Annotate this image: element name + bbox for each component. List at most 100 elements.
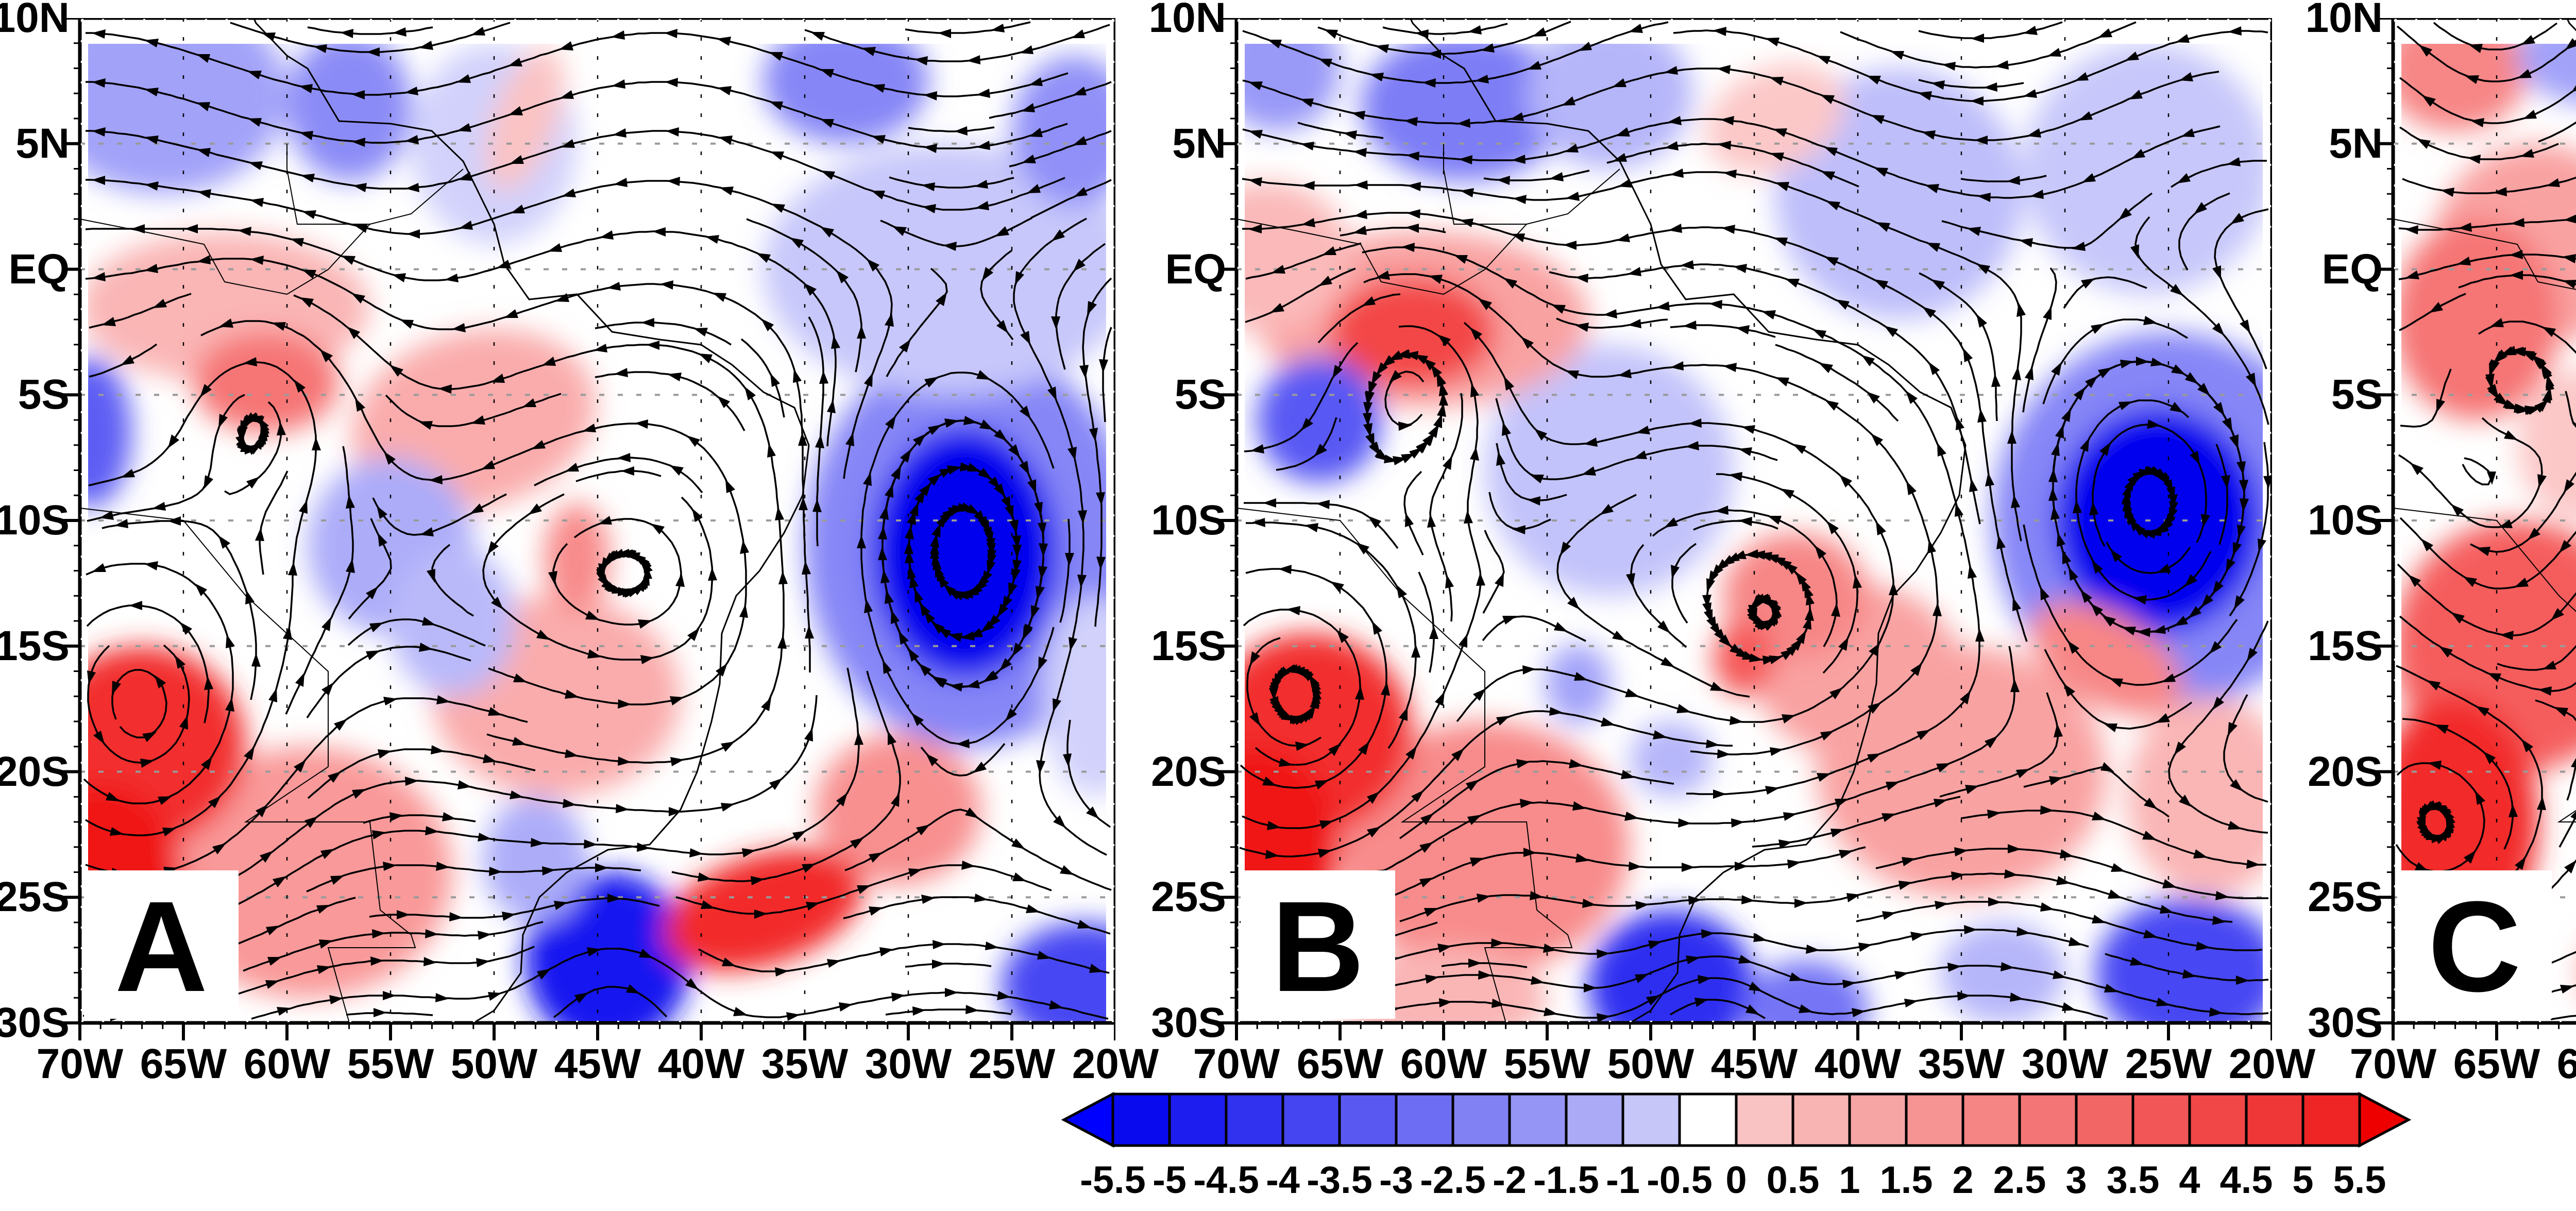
streamline-arrow-icon	[2110, 549, 2122, 562]
streamline-arrow-icon	[1336, 630, 1349, 643]
streamline	[1245, 242, 1362, 280]
streamline-arrow-icon	[892, 226, 907, 236]
streamline-arrow-icon	[497, 260, 511, 268]
streamline-arrow-icon	[2521, 350, 2535, 360]
streamline-arrow-icon	[1053, 698, 1061, 712]
streamline-arrow-icon	[1428, 49, 1441, 59]
streamline-arrow-icon	[1433, 414, 1442, 428]
streamline-arrow-icon	[2234, 595, 2245, 610]
streamline-arrow-icon	[1362, 296, 1376, 306]
streamline-arrow-icon	[2174, 616, 2188, 626]
lon-tick-label: 55W	[347, 1040, 434, 1087]
streamline-arrow-icon	[861, 47, 876, 56]
streamline-arrow-icon	[2082, 173, 2096, 182]
streamline-arrow-icon	[1682, 863, 1695, 872]
streamline-arrow-icon	[452, 323, 466, 332]
streamline	[1403, 470, 1424, 556]
colorbar-tick-label: -2.5	[1420, 1158, 1486, 1201]
streamline-arrow-icon	[427, 569, 435, 583]
streamline-arrow-icon	[982, 570, 992, 584]
streamline-arrow-icon	[666, 127, 679, 137]
streamline-arrow-icon	[777, 635, 787, 649]
streamline-arrow-icon	[1431, 364, 1442, 378]
streamline-arrow-icon	[504, 309, 518, 318]
streamline-arrow-icon	[1566, 192, 1580, 201]
streamline-arrow-icon	[1934, 799, 1947, 808]
streamline-arrow-icon	[476, 958, 490, 967]
streamline-arrow-icon	[687, 628, 700, 641]
streamline-arrow-icon	[1071, 29, 1085, 38]
lat-tick-label: 10N	[2305, 0, 2383, 41]
streamline-arrow-icon	[2233, 542, 2242, 556]
streamline	[243, 921, 544, 972]
streamline-arrow-icon	[2152, 625, 2166, 634]
streamline-arrow-icon	[1871, 433, 1883, 446]
streamline-arrow-icon	[1269, 687, 1278, 701]
streamline-arrow-icon	[669, 807, 682, 816]
streamline	[2462, 457, 2493, 485]
streamline-arrow-icon	[1839, 850, 1853, 859]
colorbar-tick-label: 2	[1952, 1158, 1973, 1201]
streamline-arrow-icon	[775, 967, 789, 977]
streamline-arrow-icon	[1928, 362, 1940, 375]
streamline	[1242, 955, 2269, 1017]
streamline-arrow-icon	[513, 674, 527, 682]
streamline-arrow-icon	[1842, 980, 1856, 988]
streamline-arrow-icon	[595, 863, 608, 872]
streamline-arrow-icon	[488, 707, 502, 716]
streamline	[1840, 21, 2137, 69]
streamline-arrow-icon	[1454, 255, 1468, 264]
streamline	[85, 361, 317, 836]
streamline-arrow-icon	[1067, 447, 1077, 461]
streamline-arrow-icon	[1668, 116, 1682, 125]
streamline-arrow-icon	[328, 771, 341, 783]
streamline-arrow-icon	[1301, 218, 1315, 227]
streamline-arrow-icon	[2408, 575, 2421, 587]
streamline-arrow-icon	[1918, 91, 1932, 100]
streamline-arrow-icon	[268, 688, 277, 702]
streamline-arrow-icon	[2237, 525, 2246, 539]
streamline-arrow-icon	[1012, 545, 1022, 558]
lat-tick-label: EQ	[2321, 245, 2383, 293]
streamline-arrow-icon	[1648, 940, 1662, 949]
streamline-arrow-icon	[372, 929, 385, 938]
streamline-arrow-icon	[372, 830, 386, 839]
streamline-arrow-icon	[1031, 605, 1040, 619]
streamline-arrow-icon	[295, 672, 304, 687]
streamline-arrow-icon	[144, 39, 159, 47]
streamline-arrow-icon	[827, 399, 836, 413]
streamline-arrow-icon	[2475, 790, 2485, 805]
streamline	[1246, 522, 1417, 749]
streamline-arrow-icon	[246, 477, 260, 489]
streamline-arrow-icon	[502, 912, 516, 921]
streamline	[1297, 122, 1384, 139]
streamline-arrow-icon	[299, 500, 308, 514]
streamline-arrow-icon	[1300, 98, 1314, 107]
streamline-arrow-icon	[346, 495, 355, 509]
streamline-arrow-icon	[931, 552, 940, 566]
streamline-arrow-icon	[2451, 504, 2464, 516]
streamline-arrow-icon	[944, 418, 959, 428]
streamline-arrow-icon	[1782, 714, 1795, 724]
streamline-arrow-icon	[1439, 998, 1452, 1007]
streamline-arrow-icon	[1688, 896, 1702, 905]
streamline-arrow-icon	[2565, 38, 2576, 50]
streamline-arrow-icon	[1715, 506, 1728, 515]
streamline-arrow-icon	[1597, 1013, 1611, 1022]
colorbar-cell	[1565, 1092, 1624, 1147]
streamline-arrow-icon	[1683, 321, 1697, 330]
streamline-arrow-icon	[1984, 82, 1997, 92]
colorbar-cell	[2245, 1092, 2304, 1147]
streamline	[87, 644, 190, 764]
streamline	[2223, 694, 2268, 803]
streamline-arrow-icon	[1008, 444, 1020, 458]
streamline-arrow-icon	[2427, 680, 2441, 691]
streamline-arrow-icon	[1765, 38, 1780, 46]
streamline-arrow-icon	[660, 280, 673, 290]
streamline-arrow-icon	[1612, 631, 1626, 641]
streamline-arrow-icon	[1419, 842, 1433, 853]
streamline-arrow-icon	[770, 152, 784, 160]
streamline-arrow-icon	[131, 224, 145, 233]
streamline-arrow-icon	[604, 581, 618, 592]
streamline-arrow-icon	[943, 242, 957, 251]
